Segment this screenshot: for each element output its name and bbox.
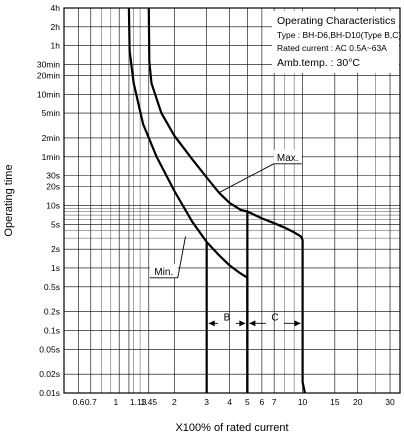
x-axis-title: X100% of rated current: [175, 422, 288, 434]
x-tick-label: 5: [245, 397, 250, 407]
y-tick-label: 2h: [51, 22, 61, 32]
x-tick-label: 20: [353, 397, 363, 407]
annotation-label-bg: [273, 149, 302, 164]
y-tick-label: 5s: [51, 219, 60, 229]
range-arrowhead-right: [294, 320, 301, 327]
legend-line: Rated current : AC 0.5A~63A: [277, 43, 387, 53]
x-tick-label: 4: [227, 397, 232, 407]
y-tick-label: 0.02s: [39, 369, 60, 379]
y-tick-label: 0.1s: [44, 325, 60, 335]
y-tick-label: 2s: [51, 244, 60, 254]
legend-box: Operating Characteristics Type : BH-D6,BH…: [272, 11, 401, 73]
x-tick-label: 7: [272, 397, 277, 407]
x-tick-label: 0.7: [85, 397, 97, 407]
x-tick-label: 10: [298, 397, 308, 407]
y-tick-label: 20min: [37, 70, 60, 80]
legend-line: Type : BH-D6,BH-D10(Type B,C): [277, 30, 401, 40]
y-tick-label: 1s: [51, 263, 60, 273]
y-tick-label: 30s: [46, 171, 60, 181]
annotation-label-bg: [149, 263, 178, 278]
major-grid-lines: [64, 7, 400, 394]
x-tick-labels: 0.6 0.7 1 1.131.45 2 3 4 5 6 7 10 15 20 30: [73, 397, 395, 407]
annotation-leader-line: [177, 236, 186, 278]
y-tick-label: 0.01s: [39, 388, 60, 398]
annotations: Max. Min. B C: [149, 149, 302, 327]
series-max-line: [147, 7, 306, 394]
y-tick-label: 1min: [42, 152, 61, 162]
series-min-line: [127, 7, 249, 393]
annotation-label-min: Min.: [154, 267, 173, 278]
y-tick-label: 4h: [51, 3, 61, 13]
y-tick-label: 0.5s: [44, 282, 60, 292]
x-tick-label: 3: [204, 397, 209, 407]
y-tick-label: 5min: [42, 108, 61, 118]
tripping-zone-lines: [205, 211, 249, 393]
x-tick-label: 30: [385, 397, 395, 407]
y-tick-label: 1h: [51, 41, 61, 51]
y-tick-label: 0.05s: [39, 344, 60, 354]
x-tick-label: 2: [172, 397, 177, 407]
annotation-leader-line: [218, 163, 274, 194]
range-arrowhead-left: [208, 320, 215, 327]
y-tick-label: 20s: [46, 182, 60, 192]
x-tick-label: 1: [113, 397, 118, 407]
x-tick-label: 6: [260, 397, 265, 407]
y-tick-label: 0.2s: [44, 307, 60, 317]
legend-background: [272, 11, 399, 73]
legend-line: Operating Characteristics: [277, 15, 395, 27]
x-tick-label: 15: [330, 397, 340, 407]
y-tick-label: 10min: [37, 89, 60, 99]
y-tick-label: 10s: [46, 200, 60, 210]
legend-line: Amb.temp. : 30°C: [277, 57, 360, 69]
range-label-c: C: [271, 312, 278, 323]
range-label-b: B: [224, 312, 231, 323]
y-tick-label: 2min: [42, 133, 61, 143]
y-tick-label: 30min: [37, 59, 60, 69]
x-tick-label: 1.13: [130, 397, 147, 407]
x-tick-label: 1.45: [141, 397, 158, 407]
y-axis-title: Operating time: [3, 164, 15, 236]
series-lines: [127, 7, 306, 394]
x-tick-label: 0.6: [73, 397, 85, 407]
annotation-label-max: Max.: [277, 153, 299, 164]
range-arrowhead-left: [249, 320, 256, 327]
range-arrowhead-right: [239, 320, 246, 327]
plot-frame: [63, 7, 401, 394]
